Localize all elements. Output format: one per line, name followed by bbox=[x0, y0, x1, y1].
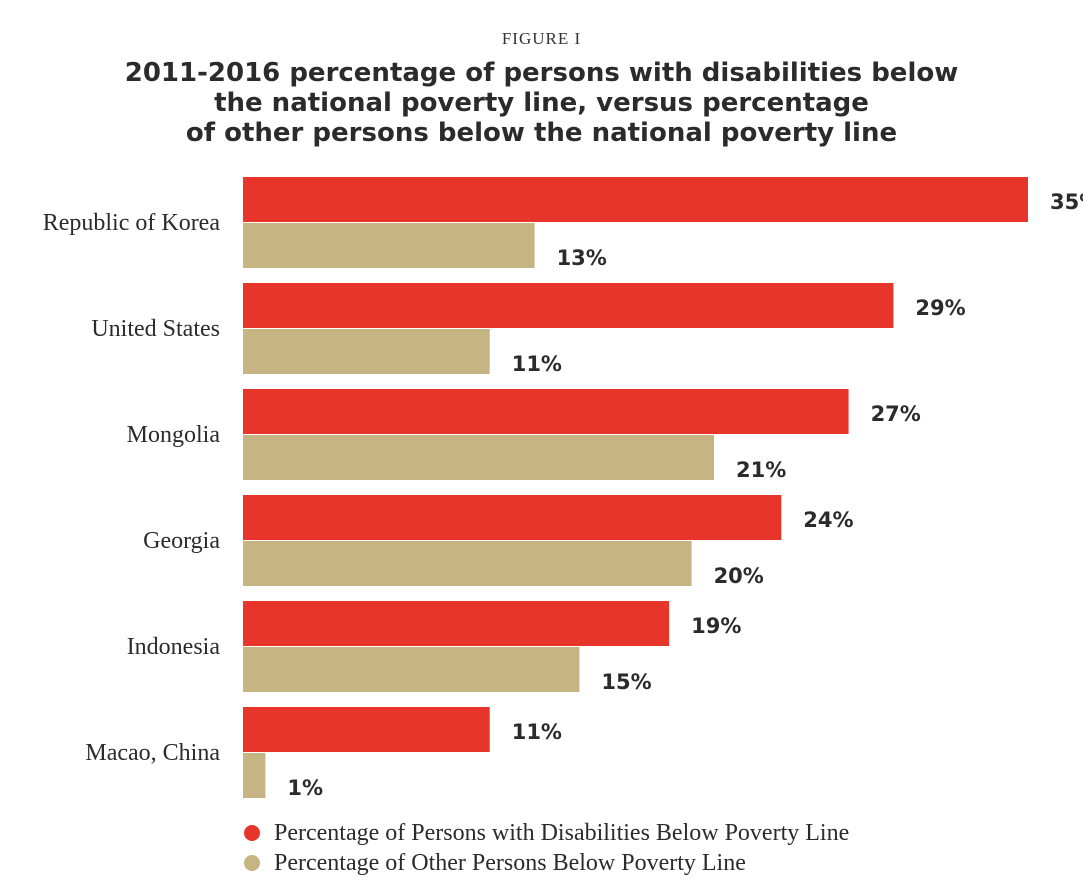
data-label-others: 11% bbox=[512, 352, 562, 376]
data-label-others: 13% bbox=[557, 246, 607, 270]
data-label-others: 1% bbox=[287, 776, 323, 800]
data-label-disabilities: 35% bbox=[1050, 190, 1083, 214]
chart-title-line: of other persons below the national pove… bbox=[185, 118, 898, 148]
bar-others bbox=[243, 647, 580, 692]
bar-others bbox=[243, 223, 535, 268]
category-label: Macao, China bbox=[85, 740, 220, 766]
legend-label-disabilities: Percentage of Persons with Disabilities … bbox=[274, 820, 850, 846]
bar-others bbox=[243, 753, 266, 798]
data-label-disabilities: 19% bbox=[691, 614, 741, 638]
bar-others bbox=[243, 435, 714, 480]
legend-swatch-others bbox=[244, 855, 260, 871]
bar-disabilities bbox=[243, 177, 1028, 222]
bar-disabilities bbox=[243, 389, 849, 434]
bar-chart: Republic of Korea 35% 13% United States 29% 1… bbox=[43, 177, 1083, 800]
bar-others bbox=[243, 541, 692, 586]
legend-item-disabilities: Percentage of Persons with Disabilities … bbox=[244, 818, 849, 848]
category-label: Republic of Korea bbox=[43, 210, 221, 236]
data-label-disabilities: 29% bbox=[915, 296, 965, 320]
bar-others bbox=[243, 329, 490, 374]
legend: Percentage of Persons with Disabilities … bbox=[244, 818, 849, 878]
data-label-disabilities: 11% bbox=[512, 720, 562, 744]
chart-title-line: the national poverty line, versus percen… bbox=[214, 88, 869, 118]
figure-label: FIGURE I bbox=[501, 29, 582, 48]
data-label-others: 20% bbox=[714, 564, 764, 588]
category-label: Georgia bbox=[143, 528, 220, 554]
chart-title: 2011-2016 percentage of persons with dis… bbox=[40, 58, 1043, 148]
category-label: Mongolia bbox=[127, 422, 221, 448]
data-label-others: 21% bbox=[736, 458, 786, 482]
bar-disabilities bbox=[243, 707, 490, 752]
legend-label-others: Percentage of Other Persons Below Povert… bbox=[274, 850, 746, 876]
category-label: United States bbox=[91, 316, 220, 342]
data-label-others: 15% bbox=[601, 670, 651, 694]
legend-swatch-disabilities bbox=[244, 825, 260, 841]
chart-title-line: 2011-2016 percentage of persons with dis… bbox=[124, 58, 959, 88]
bar-disabilities bbox=[243, 601, 670, 646]
legend-item-others: Percentage of Other Persons Below Povert… bbox=[244, 848, 849, 878]
category-label: Indonesia bbox=[127, 634, 221, 660]
data-label-disabilities: 27% bbox=[871, 402, 921, 426]
data-label-disabilities: 24% bbox=[803, 508, 853, 532]
bar-disabilities bbox=[243, 283, 894, 328]
bar-disabilities bbox=[243, 495, 782, 540]
